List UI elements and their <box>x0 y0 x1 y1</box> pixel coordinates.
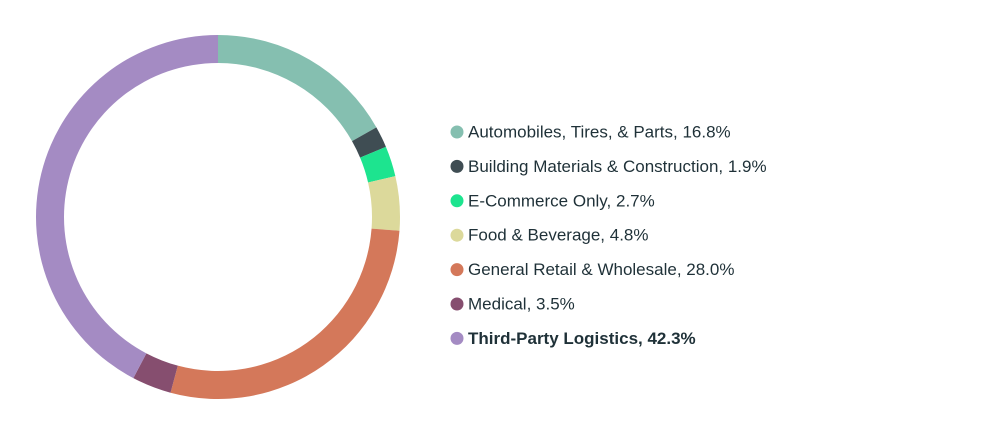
legend-swatch <box>450 125 464 139</box>
donut <box>35 35 400 399</box>
legend-entry: Third-Party Logistics, 42.3% <box>450 329 696 348</box>
legend-entry: Automobiles, Tires, & Parts, 16.8% <box>450 122 731 141</box>
legend-label: General Retail & Wholesale, 28.0% <box>468 260 734 279</box>
legend-entry: Medical, 3.5% <box>450 294 575 313</box>
donut-slice <box>133 353 178 393</box>
legend-label: Medical, 3.5% <box>468 294 575 313</box>
legend-entry: E-Commerce Only, 2.7% <box>450 191 655 210</box>
donut-slice <box>368 176 400 231</box>
legend-label: Third-Party Logistics, 42.3% <box>468 329 696 348</box>
legend: Automobiles, Tires, & Parts, 16.8% Buildi… <box>450 122 767 348</box>
legend-entry: Building Materials & Construction, 1.9% <box>450 157 767 176</box>
legend-swatch <box>450 263 464 277</box>
donut-slice <box>170 228 400 399</box>
donut-slice <box>218 35 377 142</box>
donut-slice <box>352 127 386 158</box>
legend-label: Building Materials & Construction, 1.9% <box>468 157 767 176</box>
legend-swatch <box>450 159 464 173</box>
legend-entry: General Retail & Wholesale, 28.0% <box>450 260 734 279</box>
legend-swatch <box>450 297 464 311</box>
legend-label: E-Commerce Only, 2.7% <box>468 191 655 210</box>
legend-swatch <box>450 331 464 345</box>
legend-label: Automobiles, Tires, & Parts, 16.8% <box>468 122 731 141</box>
legend-swatch <box>450 228 464 242</box>
legend-entry: Food & Beverage, 4.8% <box>450 226 649 245</box>
legend-swatch <box>450 194 464 208</box>
donut-slice <box>360 146 396 183</box>
legend-label: Food & Beverage, 4.8% <box>468 226 649 245</box>
donut-slice <box>35 35 218 379</box>
